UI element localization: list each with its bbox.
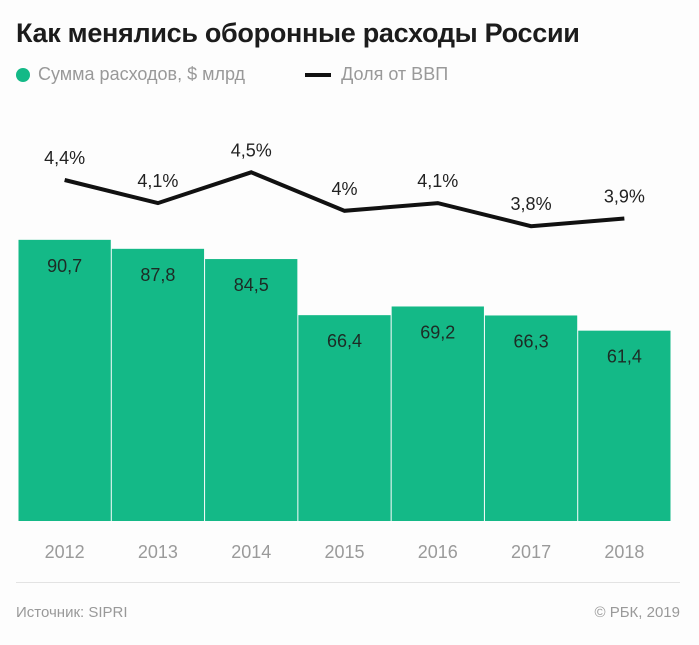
bar-value-label: 90,7 bbox=[47, 256, 82, 276]
source-note: Источник: SIPRI bbox=[16, 604, 128, 621]
legend-bar-label: Сумма расходов, $ млрд bbox=[38, 64, 246, 84]
bar-value-label: 66,4 bbox=[327, 331, 362, 351]
bar-2015 bbox=[298, 315, 391, 521]
x-tick-label: 2017 bbox=[511, 542, 551, 562]
line-value-label: 4% bbox=[331, 179, 357, 199]
bar-value-label: 66,3 bbox=[514, 331, 549, 351]
gdp-share-line bbox=[64, 170, 625, 229]
x-tick-label: 2018 bbox=[604, 542, 644, 562]
x-tick-label: 2016 bbox=[418, 542, 458, 562]
bar-2012 bbox=[18, 239, 111, 521]
bar-value-label: 61,4 bbox=[607, 347, 642, 367]
bar-value-label: 87,8 bbox=[140, 265, 175, 285]
copyright: © РБК, 2019 bbox=[594, 604, 680, 621]
bar-value-label: 69,2 bbox=[420, 322, 455, 342]
legend: Сумма расходов, $ млрд Доля от ВВП bbox=[16, 64, 448, 85]
line-value-label: 4,5% bbox=[231, 140, 272, 160]
line-value-label: 3,9% bbox=[604, 187, 645, 207]
legend-bar-marker-icon bbox=[16, 67, 30, 82]
bar-2014 bbox=[205, 259, 298, 521]
bar-value-label: 84,5 bbox=[234, 275, 269, 295]
line-value-label: 4,1% bbox=[417, 171, 458, 191]
line-value-label: 4,1% bbox=[137, 171, 178, 191]
legend-line-marker-icon bbox=[305, 72, 332, 77]
bar-2016 bbox=[391, 306, 484, 521]
x-tick-label: 2013 bbox=[138, 542, 178, 562]
bar-2013 bbox=[111, 248, 205, 521]
x-tick-label: 2015 bbox=[324, 542, 364, 562]
bar-2018 bbox=[578, 330, 671, 521]
line-value-label: 4,4% bbox=[44, 148, 85, 168]
line-value-label: 3,8% bbox=[511, 194, 552, 214]
legend-line-label: Доля от ВВП bbox=[341, 64, 449, 84]
x-tick-label: 2014 bbox=[231, 542, 271, 562]
x-tick-label: 2012 bbox=[45, 542, 85, 562]
footer-divider bbox=[16, 582, 680, 583]
chart-title: Как менялись оборонные расходы России bbox=[16, 18, 580, 48]
bar-2017 bbox=[484, 315, 578, 521]
